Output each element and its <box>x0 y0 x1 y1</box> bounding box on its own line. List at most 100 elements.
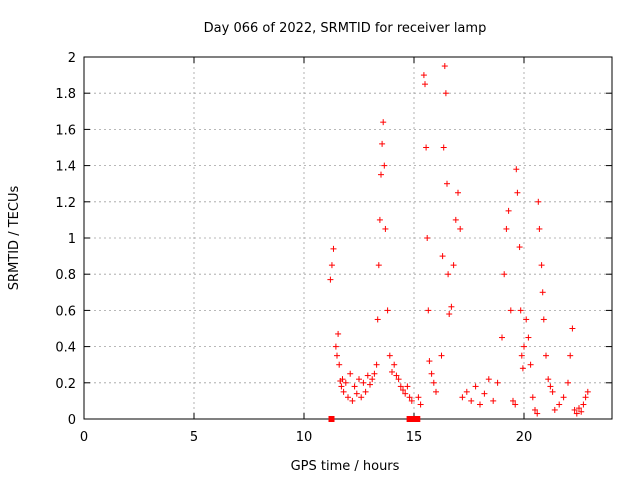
data-point <box>408 397 415 404</box>
data-point <box>556 401 563 408</box>
data-point <box>514 189 521 196</box>
data-point <box>362 388 369 395</box>
data-point <box>518 352 525 359</box>
data-point <box>353 390 360 397</box>
axis-ticks: 00.20.40.60.811.21.41.61.820 5 10 15 20 <box>55 51 612 445</box>
chart-title: Day 066 of 2022, SRMTID for receiver lam… <box>204 21 487 36</box>
data-point <box>547 383 554 390</box>
data-point <box>455 189 461 196</box>
data-point <box>393 372 400 379</box>
data-point <box>358 394 365 401</box>
x-tick-label: 0 <box>80 430 88 445</box>
data-point <box>364 372 371 379</box>
x-tick-label: 5 <box>190 430 198 445</box>
data-point <box>415 394 422 401</box>
data-point <box>340 388 347 395</box>
data-point <box>527 361 534 368</box>
data-point <box>422 81 428 88</box>
data-point <box>338 383 345 390</box>
data-point <box>374 316 381 323</box>
data-point <box>391 361 398 368</box>
data-point <box>420 72 427 79</box>
data-point <box>578 408 585 415</box>
data-point <box>395 376 402 383</box>
data-point <box>426 358 433 365</box>
data-point <box>538 262 545 269</box>
data-point <box>425 307 432 314</box>
data-point <box>540 316 547 323</box>
x-tick-label: 20 <box>516 430 533 445</box>
data-point <box>576 405 582 412</box>
data-point <box>384 307 391 314</box>
data-point <box>334 352 340 359</box>
data-point <box>529 394 536 401</box>
data-point <box>375 262 382 269</box>
data-point <box>439 253 446 260</box>
data-point <box>539 289 546 296</box>
data-point <box>441 63 448 70</box>
y-tick-label: 1.4 <box>55 160 76 175</box>
data-point <box>373 361 380 368</box>
data-point <box>332 343 339 350</box>
x-tick-label: 10 <box>296 430 313 445</box>
data-point <box>380 119 387 126</box>
data-point <box>573 410 580 417</box>
data-point <box>535 198 542 205</box>
data-point <box>481 390 488 397</box>
y-tick-label: 1.2 <box>55 196 76 211</box>
data-point <box>381 162 388 169</box>
data-points <box>327 63 591 422</box>
zero-data-point <box>406 416 413 422</box>
data-point <box>378 171 384 178</box>
data-point <box>519 365 526 372</box>
data-point <box>459 394 466 401</box>
data-point <box>430 379 437 386</box>
data-point <box>376 216 383 223</box>
data-point <box>444 180 450 187</box>
data-point <box>349 397 356 404</box>
data-point <box>360 379 367 386</box>
data-point <box>523 316 530 323</box>
data-point <box>382 225 389 232</box>
data-point <box>335 330 342 337</box>
data-point <box>367 381 373 388</box>
y-tick-label: 0 <box>68 413 76 428</box>
data-point <box>328 262 335 269</box>
data-point <box>442 90 449 97</box>
data-point <box>445 271 452 278</box>
data-point <box>423 144 430 151</box>
data-point <box>433 388 439 395</box>
y-tick-label: 0.4 <box>55 341 76 356</box>
data-point <box>551 406 558 413</box>
y-tick-label: 2 <box>68 51 76 66</box>
x-tick-label: 15 <box>406 430 423 445</box>
data-point <box>446 311 453 318</box>
plot-frame <box>83 56 613 420</box>
data-point <box>397 383 404 390</box>
data-point <box>406 394 413 401</box>
data-point <box>472 383 479 390</box>
y-axis-label: SRMTID / TECUs <box>7 186 22 291</box>
data-point <box>440 144 447 151</box>
y-tick-label: 1.6 <box>55 123 76 138</box>
y-tick-label: 0.2 <box>55 377 76 392</box>
data-point <box>512 401 519 408</box>
data-point <box>513 166 520 173</box>
data-point <box>505 207 512 214</box>
data-point <box>485 376 492 383</box>
data-point <box>327 276 334 283</box>
data-point <box>342 379 349 386</box>
data-point <box>468 397 475 404</box>
data-point <box>448 303 455 310</box>
x-axis-label: GPS time / hours <box>291 459 400 474</box>
data-point <box>490 397 497 404</box>
data-point <box>438 352 445 359</box>
data-point <box>510 397 516 404</box>
data-point <box>345 394 351 401</box>
data-point <box>571 406 578 413</box>
data-point <box>424 235 431 241</box>
data-point <box>501 271 508 278</box>
data-point <box>330 245 337 252</box>
data-point <box>386 352 393 359</box>
data-point <box>525 334 532 341</box>
